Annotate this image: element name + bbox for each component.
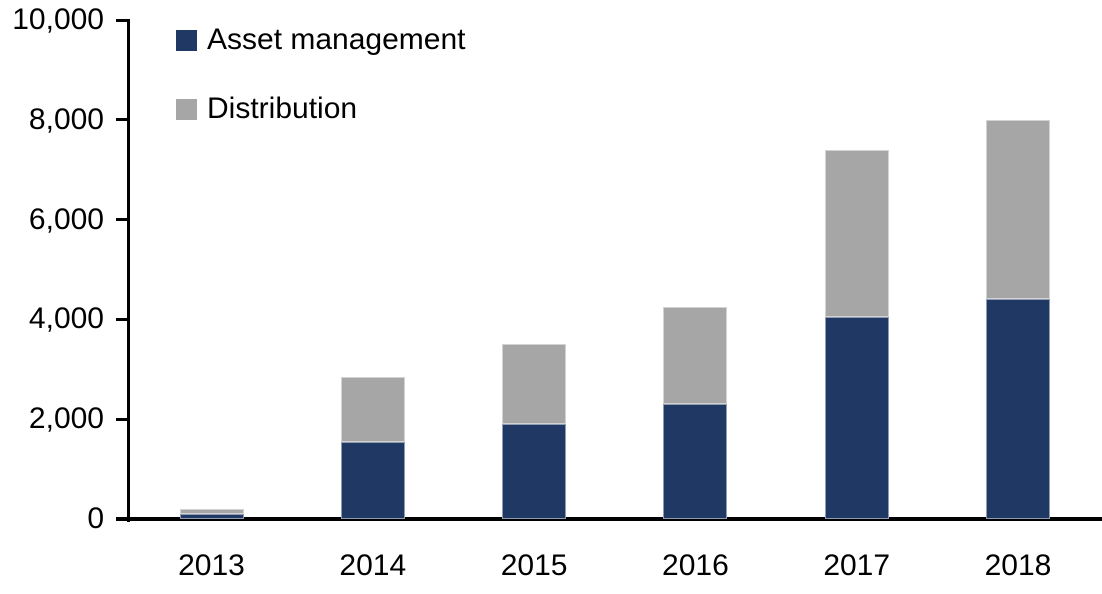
- y-axis-tick-label-8000: 8,000: [28, 102, 104, 136]
- y-axis-tick-2000: [116, 417, 128, 421]
- x-axis-label-2016: 2016: [662, 549, 729, 582]
- bar-segment-distribution-2013: [179, 509, 244, 514]
- bar-segment-distribution-2016: [663, 306, 728, 405]
- y-axis-tick-10000: [116, 18, 128, 22]
- x-axis-line: [116, 517, 1102, 521]
- bar-segment-asset-management-2016: [663, 404, 728, 519]
- bar-segment-asset-management-2014: [340, 441, 405, 519]
- bar-segment-asset-management-2015: [502, 424, 567, 519]
- y-axis-tick-label-4000: 4,000: [28, 302, 104, 336]
- legend: Asset management Distribution: [176, 24, 465, 125]
- x-axis-label-2013: 2013: [178, 549, 245, 582]
- legend-label-asset-management: Asset management: [207, 23, 466, 56]
- x-axis-label-2015: 2015: [500, 549, 568, 582]
- bar-segment-asset-management-2017: [824, 316, 889, 519]
- bar-segment-asset-management-2013: [179, 514, 244, 519]
- bar-segment-asset-management-2018: [986, 299, 1050, 519]
- y-axis-tick-8000: [116, 118, 128, 122]
- legend-item-distribution: Distribution: [176, 93, 465, 125]
- y-axis-line: [127, 19, 130, 522]
- bar-segment-distribution-2014: [340, 376, 405, 442]
- x-axis-label-2017: 2017: [823, 549, 891, 582]
- x-axis-label-2018: 2018: [984, 549, 1052, 582]
- bar-segment-distribution-2015: [502, 344, 567, 425]
- legend-swatch-distribution: [176, 98, 197, 120]
- y-axis-tick-label-2000: 2,000: [28, 402, 104, 436]
- bar-segment-distribution-2017: [824, 149, 889, 317]
- legend-label-distribution: Distribution: [207, 92, 358, 125]
- y-axis-tick-6000: [116, 218, 128, 222]
- y-axis-tick-4000: [116, 317, 128, 321]
- y-axis-tick-label-6000: 6,000: [28, 202, 104, 236]
- legend-item-asset-management: Asset management: [176, 24, 465, 56]
- x-axis-label-2014: 2014: [339, 549, 407, 582]
- y-axis-tick-label-10000: 10,000: [12, 3, 104, 36]
- legend-swatch-asset-management: [176, 29, 197, 51]
- y-axis-tick-label-0: 0: [87, 502, 104, 535]
- bar-segment-distribution-2018: [986, 119, 1050, 300]
- y-axis-tick-0: [116, 517, 128, 521]
